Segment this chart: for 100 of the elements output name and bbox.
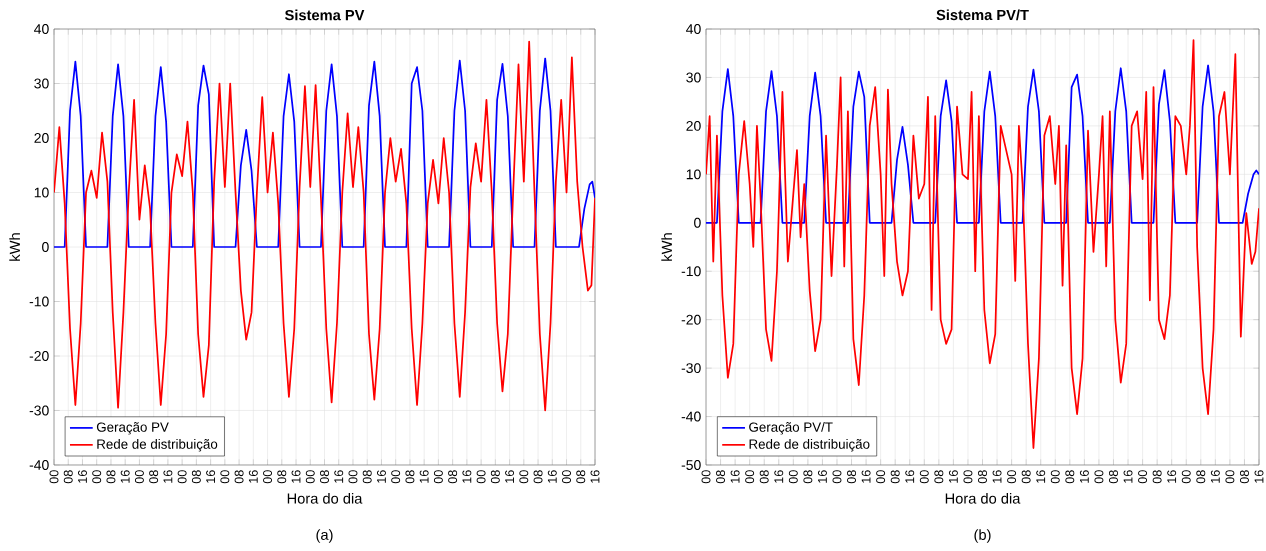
x-tick-label: 16	[206, 470, 216, 483]
x-tick-label: 16	[163, 470, 173, 483]
x-tick-label: 00	[1050, 470, 1060, 484]
y-axis-title: kWh	[661, 233, 672, 261]
x-tick-label: 00	[963, 470, 973, 484]
x-tick-label: 08	[1239, 470, 1249, 484]
x-tick-label: 00	[788, 470, 798, 484]
x-tick-label: 00	[1138, 470, 1148, 484]
x-tick-label: 08	[934, 470, 944, 484]
x-tick-label: 08	[405, 470, 415, 484]
line-series	[54, 57, 596, 248]
x-axis-title: Hora do dia	[945, 492, 1021, 504]
x-tick-label: 00	[348, 470, 358, 484]
x-tick-label: 16	[1167, 470, 1177, 483]
x-tick-label: 08	[1109, 470, 1118, 484]
y-tick-label: 40	[34, 24, 49, 34]
x-tick-label: 16	[78, 470, 87, 483]
x-tick-label: 16	[992, 470, 1002, 483]
x-tick-label: 16	[1079, 470, 1089, 483]
x-tick-label: 00	[476, 470, 486, 484]
x-tick-label: 08	[234, 470, 244, 484]
x-tick-label: 16	[376, 470, 386, 483]
x-tick-label: 08	[191, 470, 201, 484]
x-tick-label: 16	[462, 470, 472, 483]
y-tick-label: 30	[34, 78, 49, 89]
x-tick-label: 00	[745, 470, 755, 484]
x-tick-label: 16	[861, 470, 871, 483]
x-tick-label: 16	[590, 470, 600, 483]
x-tick-label: 08	[716, 470, 726, 484]
x-tick-label: 16	[334, 470, 344, 483]
x-tick-label: 00	[305, 470, 315, 484]
x-tick-label: 16	[547, 470, 557, 483]
x-tick-label: 08	[759, 470, 769, 484]
x-tick-label: 00	[92, 470, 102, 484]
y-tick-label: 0	[694, 217, 701, 228]
x-tick-label: 00	[876, 470, 886, 484]
x-tick-label: 16	[1036, 470, 1046, 483]
x-tick-label: 00	[1181, 470, 1191, 484]
x-tick-label: 08	[320, 470, 329, 484]
legend-label: Geração PV	[96, 422, 169, 435]
x-tick-label: 16	[505, 470, 515, 483]
legend-label: Geração PV/T	[749, 422, 833, 435]
x-tick-label: 16	[905, 470, 915, 483]
y-tick-label: 40	[686, 24, 701, 34]
x-tick-label: 00	[919, 470, 929, 484]
x-tick-label: 00	[832, 470, 842, 484]
x-tick-label: 08	[149, 470, 159, 484]
x-tick-label: 16	[291, 470, 301, 483]
y-tick-label: 20	[686, 120, 701, 131]
text: (a)	[316, 529, 333, 543]
chart-title: Sistema PV/T	[936, 9, 1029, 21]
x-tick-label: 08	[1196, 470, 1206, 484]
x-tick-label: 00	[263, 470, 273, 484]
y-tick-label: -30	[681, 363, 701, 374]
x-tick-label: 00	[134, 470, 144, 484]
x-axis-title: Hora do dia	[287, 492, 363, 504]
y-tick-label: 20	[34, 133, 49, 143]
line-series	[54, 40, 596, 412]
y-tick-label: 10	[686, 169, 701, 180]
y-tick-label: -40	[681, 411, 701, 422]
y-tick-label: -20	[29, 351, 49, 361]
x-tick-label: 00	[177, 470, 187, 484]
x-tick-label: 08	[63, 470, 73, 484]
y-tick-label: 0	[42, 242, 49, 252]
chart-title: Sistema PV	[284, 9, 365, 21]
x-tick-label: 00	[562, 470, 572, 484]
y-tick-label: -30	[29, 405, 49, 416]
y-axis-title: kWh	[9, 233, 20, 261]
text: (b)	[974, 529, 991, 543]
legend-label: Rede de distribuição	[97, 439, 218, 452]
y-tick-label: -10	[29, 296, 49, 307]
x-tick-label: 08	[277, 470, 287, 484]
x-tick-label: 16	[248, 470, 258, 483]
x-tick-label: 08	[362, 470, 372, 484]
x-tick-label: 08	[533, 470, 543, 484]
line-series	[706, 64, 1260, 224]
x-tick-label: 16	[419, 470, 429, 483]
y-tick-label: -20	[681, 314, 701, 325]
x-tick-label: 08	[978, 470, 987, 484]
x-tick-label: 08	[576, 470, 586, 484]
y-tick-label: 30	[686, 72, 701, 83]
legend-label: Rede de distribuição	[749, 439, 870, 452]
x-tick-label: 08	[890, 470, 900, 484]
x-tick-label: 08	[106, 470, 116, 484]
x-tick-label: 00	[1225, 470, 1235, 484]
x-tick-label: 00	[519, 470, 529, 484]
x-tick-label: 16	[730, 470, 740, 483]
y-tick-label: 10	[34, 187, 49, 198]
x-tick-label: 16	[1123, 470, 1133, 483]
x-tick-label: 16	[948, 470, 958, 483]
x-tick-label: 00	[391, 470, 401, 484]
y-tick-label: -10	[681, 266, 701, 277]
x-tick-label: 00	[701, 470, 711, 484]
x-tick-label: 08	[448, 470, 458, 484]
x-tick-label: 16	[817, 470, 827, 483]
x-tick-label: 08	[847, 470, 857, 484]
x-tick-label: 16	[1210, 470, 1220, 483]
x-tick-label: 00	[1007, 470, 1017, 484]
x-tick-label: 16	[774, 470, 784, 483]
x-tick-label: 16	[1254, 470, 1264, 483]
